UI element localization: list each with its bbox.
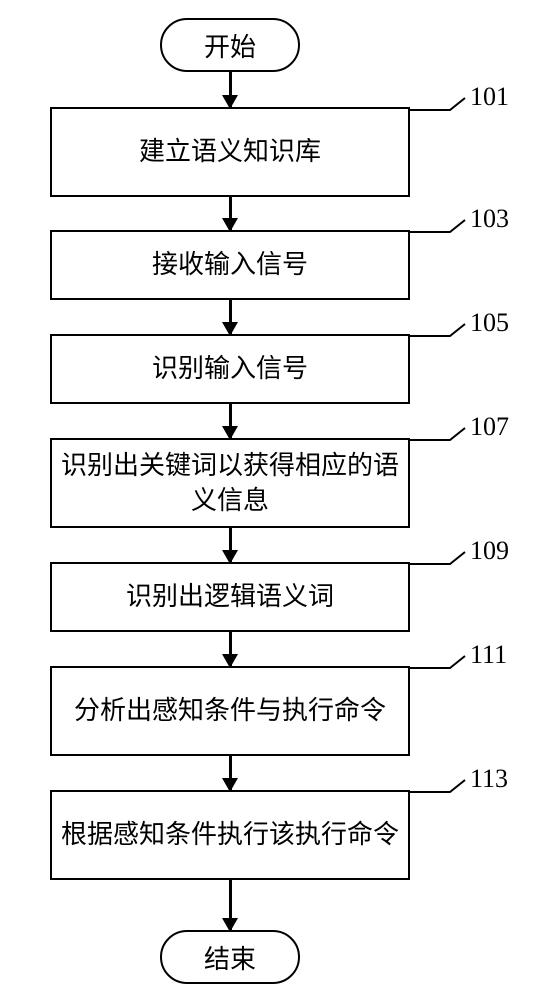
step-113: 根据感知条件执行该执行命令 xyxy=(50,790,410,880)
leader-103 xyxy=(410,218,470,238)
terminal-start-label: 开始 xyxy=(204,27,256,64)
leader-101 xyxy=(410,96,470,116)
ref-111: 111 xyxy=(470,640,507,670)
arrow-5 xyxy=(229,632,232,666)
step-103-label: 接收输入信号 xyxy=(152,247,308,282)
arrow-0 xyxy=(229,72,232,107)
arrow-7 xyxy=(229,880,232,930)
arrow-3 xyxy=(229,404,232,438)
step-109-label: 识别出逻辑语义词 xyxy=(126,579,334,614)
terminal-end-label: 结束 xyxy=(204,939,256,976)
leader-113 xyxy=(410,778,470,798)
step-113-label: 根据感知条件执行该执行命令 xyxy=(61,817,399,852)
flowchart-container: 开始 建立语义知识库 101 接收输入信号 103 识别输入信号 105 识别出… xyxy=(0,0,545,1000)
step-101-label: 建立语义知识库 xyxy=(139,134,321,169)
step-101: 建立语义知识库 xyxy=(50,107,410,197)
ref-113: 113 xyxy=(470,764,508,794)
arrow-4 xyxy=(229,528,232,562)
leader-109 xyxy=(410,550,470,570)
ref-107: 107 xyxy=(470,412,509,442)
step-111: 分析出感知条件与执行命令 xyxy=(50,666,410,756)
terminal-end: 结束 xyxy=(160,930,300,984)
ref-101: 101 xyxy=(470,82,509,112)
step-111-label: 分析出感知条件与执行命令 xyxy=(74,693,386,728)
leader-111 xyxy=(410,654,470,674)
leader-105 xyxy=(410,322,470,342)
terminal-start: 开始 xyxy=(160,18,300,72)
step-103: 接收输入信号 xyxy=(50,230,410,300)
arrow-6 xyxy=(229,756,232,790)
step-105-label: 识别输入信号 xyxy=(152,351,308,386)
step-109: 识别出逻辑语义词 xyxy=(50,562,410,632)
ref-109: 109 xyxy=(470,536,509,566)
ref-105: 105 xyxy=(470,308,509,338)
ref-103: 103 xyxy=(470,204,509,234)
step-107-label: 识别出关键词以获得相应的语义信息 xyxy=(60,448,400,518)
arrow-1 xyxy=(229,197,232,230)
arrow-2 xyxy=(229,300,232,334)
step-107: 识别出关键词以获得相应的语义信息 xyxy=(50,438,410,528)
leader-107 xyxy=(410,426,470,446)
step-105: 识别输入信号 xyxy=(50,334,410,404)
